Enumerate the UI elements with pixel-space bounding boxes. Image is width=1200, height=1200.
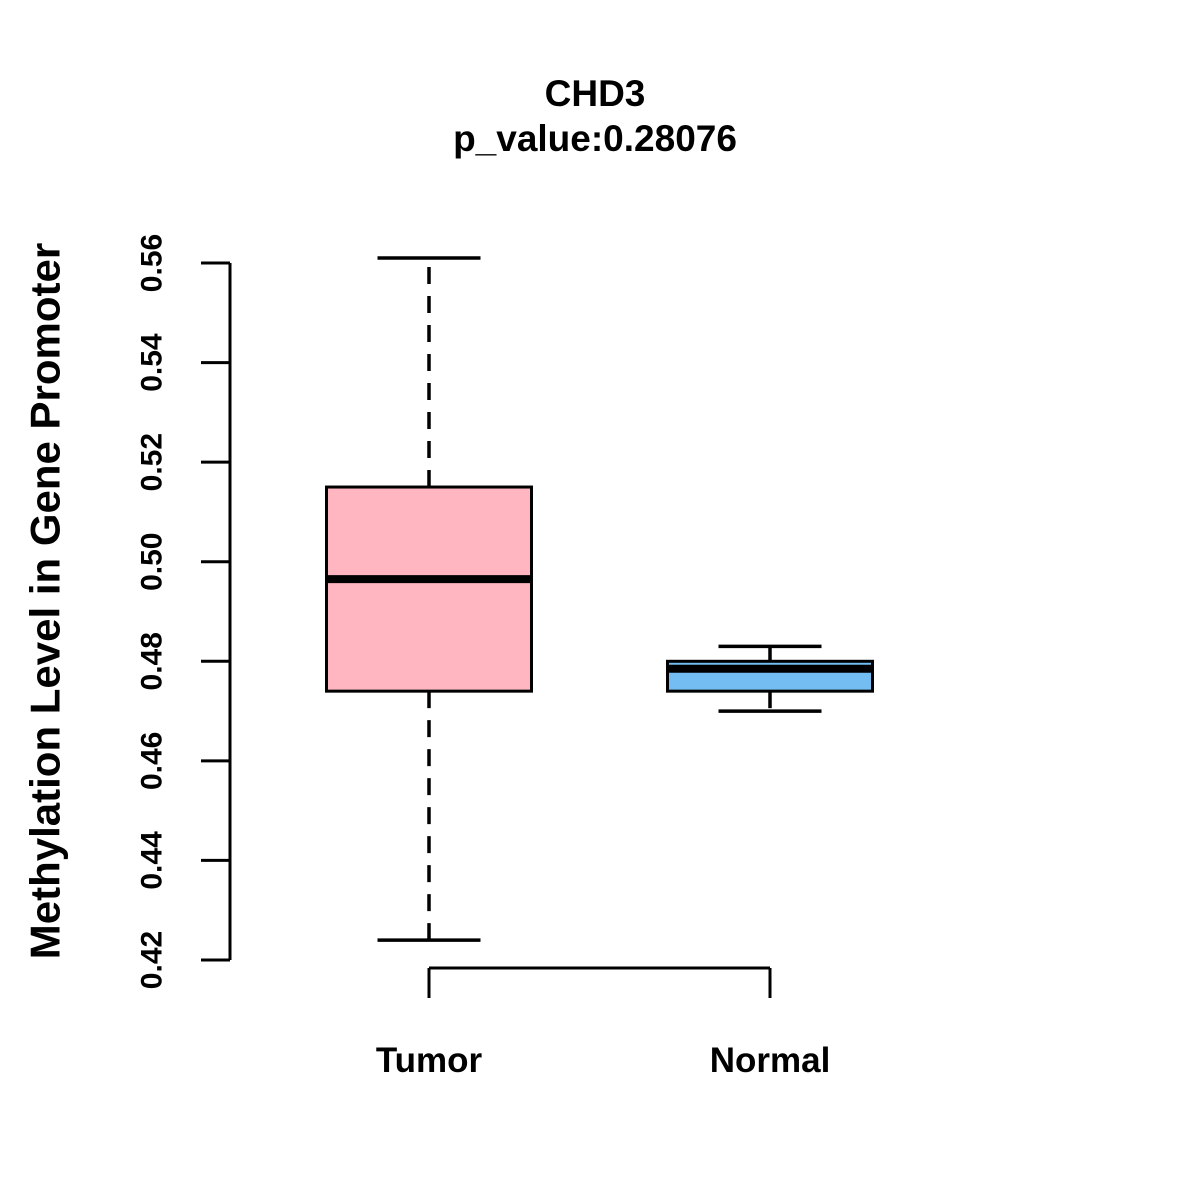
y-tick-label: 0.56 bbox=[136, 234, 169, 292]
y-tick-label: 0.44 bbox=[136, 831, 169, 890]
chart-subtitle: p_value:0.28076 bbox=[453, 118, 737, 159]
y-tick-label: 0.50 bbox=[136, 533, 169, 591]
boxplots bbox=[325, 256, 874, 942]
x-axis: Tumor Normal bbox=[376, 966, 831, 1080]
y-tick-label: 0.42 bbox=[136, 931, 169, 989]
tumor-box bbox=[325, 485, 533, 693]
x-group-label-tumor: Tumor bbox=[376, 1041, 483, 1080]
chart-title: CHD3 bbox=[545, 73, 646, 114]
y-axis: 0.42 0.44 0.46 0.48 0.50 0.52 0.54 0.56 bbox=[136, 234, 232, 989]
y-axis-title: Methylation Level in Gene Promoter bbox=[22, 243, 69, 959]
x-group-label-normal: Normal bbox=[710, 1041, 831, 1080]
y-tick-label: 0.46 bbox=[136, 732, 169, 790]
y-tick-label: 0.54 bbox=[136, 333, 169, 392]
y-tick-label: 0.52 bbox=[136, 433, 169, 491]
y-tick-label: 0.48 bbox=[136, 632, 169, 690]
